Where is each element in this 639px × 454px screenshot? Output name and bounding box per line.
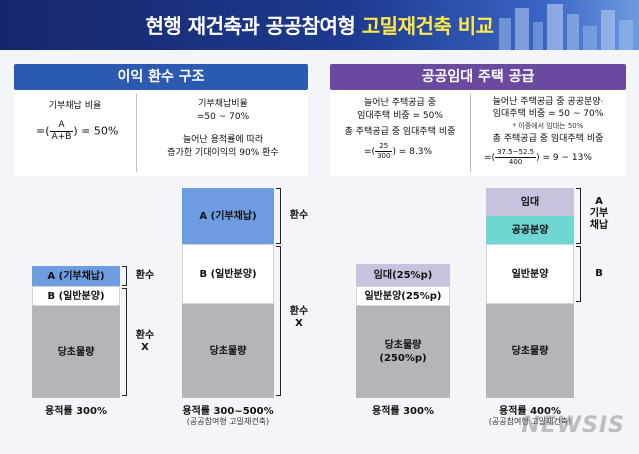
right-col1-line3: 총 주택공급 중 임대주택 비중 [344,127,456,137]
d2-block-b: B (일반분양) [182,244,274,304]
d4-block-rental: 임대 [486,188,574,216]
d2-caption: 용적률 300~500% [182,406,274,417]
d3-block-base: 당초물량 (250%p) [356,306,450,398]
right-col2-line1: 늘어난 주택공급 중 공공분양· [492,97,604,107]
d1-block-b: B (일반분양) [32,286,120,306]
d4-block-general: 일반분양 [486,244,574,304]
right-col1-line2: 임대주택 비중 = 50% [357,111,443,121]
newsis-watermark: NEWSIS [521,413,625,438]
title-highlight: 고밀재건축 비교 [361,14,494,38]
right-col2-line2: 임대주택 비중 = 50 ~ 70% [492,109,604,119]
rental-supply-banner: 공공임대 주택 공급 [330,64,626,90]
d1-bracket-bottom [122,288,127,396]
right-col2-line4: 총 주택공급 중 임대주택 비중 [492,134,604,144]
right-col1-line1: 늘어난 주택공급 중 [364,98,436,108]
d4-block-base: 당초물량 [486,304,574,398]
d1-side-bottom: 환수 X [135,330,155,353]
right-panel-divider [470,94,471,172]
d3-block-general: 일반분양(25%p) [356,286,450,306]
left-col2-line1: 기부채납비율 [198,99,248,109]
donation-ratio-formula: =(A A+B) = 50% [36,120,119,142]
d2-side-bottom: 환수 X [289,306,309,329]
d4-side-a: A 기부 채납 [589,196,609,231]
right-col2-note: * 이중에서 임대는 50% [512,122,584,130]
right-col2-formula: =(37.5~52.5 400) = 9 ~ 13% [484,148,592,166]
d1-block-a: A (기부채납) [32,266,120,286]
left-panel-divider [136,94,137,172]
d1-bracket-top [122,266,127,286]
d4-bracket-a [576,188,581,244]
donation-ratio-label: 기부채납 비율 [48,101,102,111]
d4-block-public-sale: 공공분양 [486,216,574,244]
d2-subcaption: (공공참여형 고밀재건축) [186,417,270,426]
left-col2-line3: 늘어난 용적률에 따라 [182,135,264,145]
d2-bracket-bottom [276,246,281,396]
d2-side-top: 환수 [289,210,309,221]
right-col1-formula: =(25 300) = 8.3% [364,142,433,160]
left-col2-line2: =50 ~ 70% [196,112,250,122]
d1-block-base: 당초물량 [32,306,120,398]
d4-bracket-b [576,246,581,302]
left-col2-line4: 증가한 기대이익의 90% 환수 [167,148,279,158]
d1-side-top: 환수 [135,270,155,281]
d2-block-a: A (기부채납) [182,188,274,244]
profit-structure-banner: 이익 환수 구조 [14,64,308,90]
d4-subcaption: (공공참여형 고밀재건축) [488,417,572,426]
d1-caption: 용적률 300% [45,406,107,417]
d2-bracket-top [276,188,281,244]
page-title: 현행 재건축과 공공참여형 고밀재건축 비교 [0,10,639,39]
d3-caption: 용적률 300% [372,406,434,417]
header-banner: 현행 재건축과 공공참여형 고밀재건축 비교 [0,0,639,50]
title-main: 현행 재건축과 공공참여형 [145,14,356,38]
d4-side-b: B [595,268,603,279]
d2-block-base: 당초물량 [182,304,274,398]
d4-caption: 용적률 400% [499,406,561,417]
d3-block-rental: 임대(25%p) [356,264,450,286]
skyline-graphic [499,4,633,50]
